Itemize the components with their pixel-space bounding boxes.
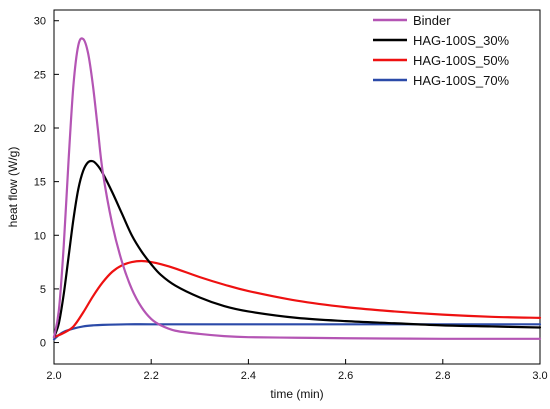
series-line-binder	[52, 37, 542, 340]
x-tick-label: 2.2	[144, 370, 159, 382]
y-tick-label: 20	[34, 123, 46, 135]
y-axis-ticks: 0 5 10 15 20 25 30	[34, 16, 59, 350]
y-tick-label: 25	[34, 69, 46, 81]
y-axis-label: heat flow (W/g)	[6, 147, 20, 228]
plot-frame	[53, 9, 541, 365]
series-line-hag-100s-50	[52, 259, 542, 339]
y-tick-label: 30	[34, 16, 46, 28]
x-tick-label: 2.6	[338, 370, 353, 382]
y-tick-label: 5	[40, 284, 46, 296]
y-tick-label: 15	[34, 177, 46, 189]
x-tick-label: 3.0	[532, 370, 547, 382]
x-axis-ticks: 2.0 2.2 2.4 2.6 2.8 3.0	[46, 359, 548, 382]
y-tick-label: 10	[34, 230, 46, 242]
legend-label: HAG-100S_30%	[413, 33, 510, 48]
x-axis-label: time (min)	[270, 387, 323, 401]
x-tick-label: 2.4	[241, 370, 256, 382]
legend-label: HAG-100S_70%	[413, 73, 510, 88]
legend-label: HAG-100S_50%	[413, 53, 510, 68]
legend-label: Binder	[413, 13, 451, 28]
x-tick-label: 2.8	[435, 370, 450, 382]
legend: Binder HAG-100S_30% HAG-100S_50% HAG-100S_7…	[373, 13, 510, 88]
series-line-hag-100s-30	[52, 159, 542, 339]
series-layer	[52, 37, 542, 341]
x-tick-label: 2.0	[46, 370, 61, 382]
y-tick-label: 0	[40, 338, 46, 350]
